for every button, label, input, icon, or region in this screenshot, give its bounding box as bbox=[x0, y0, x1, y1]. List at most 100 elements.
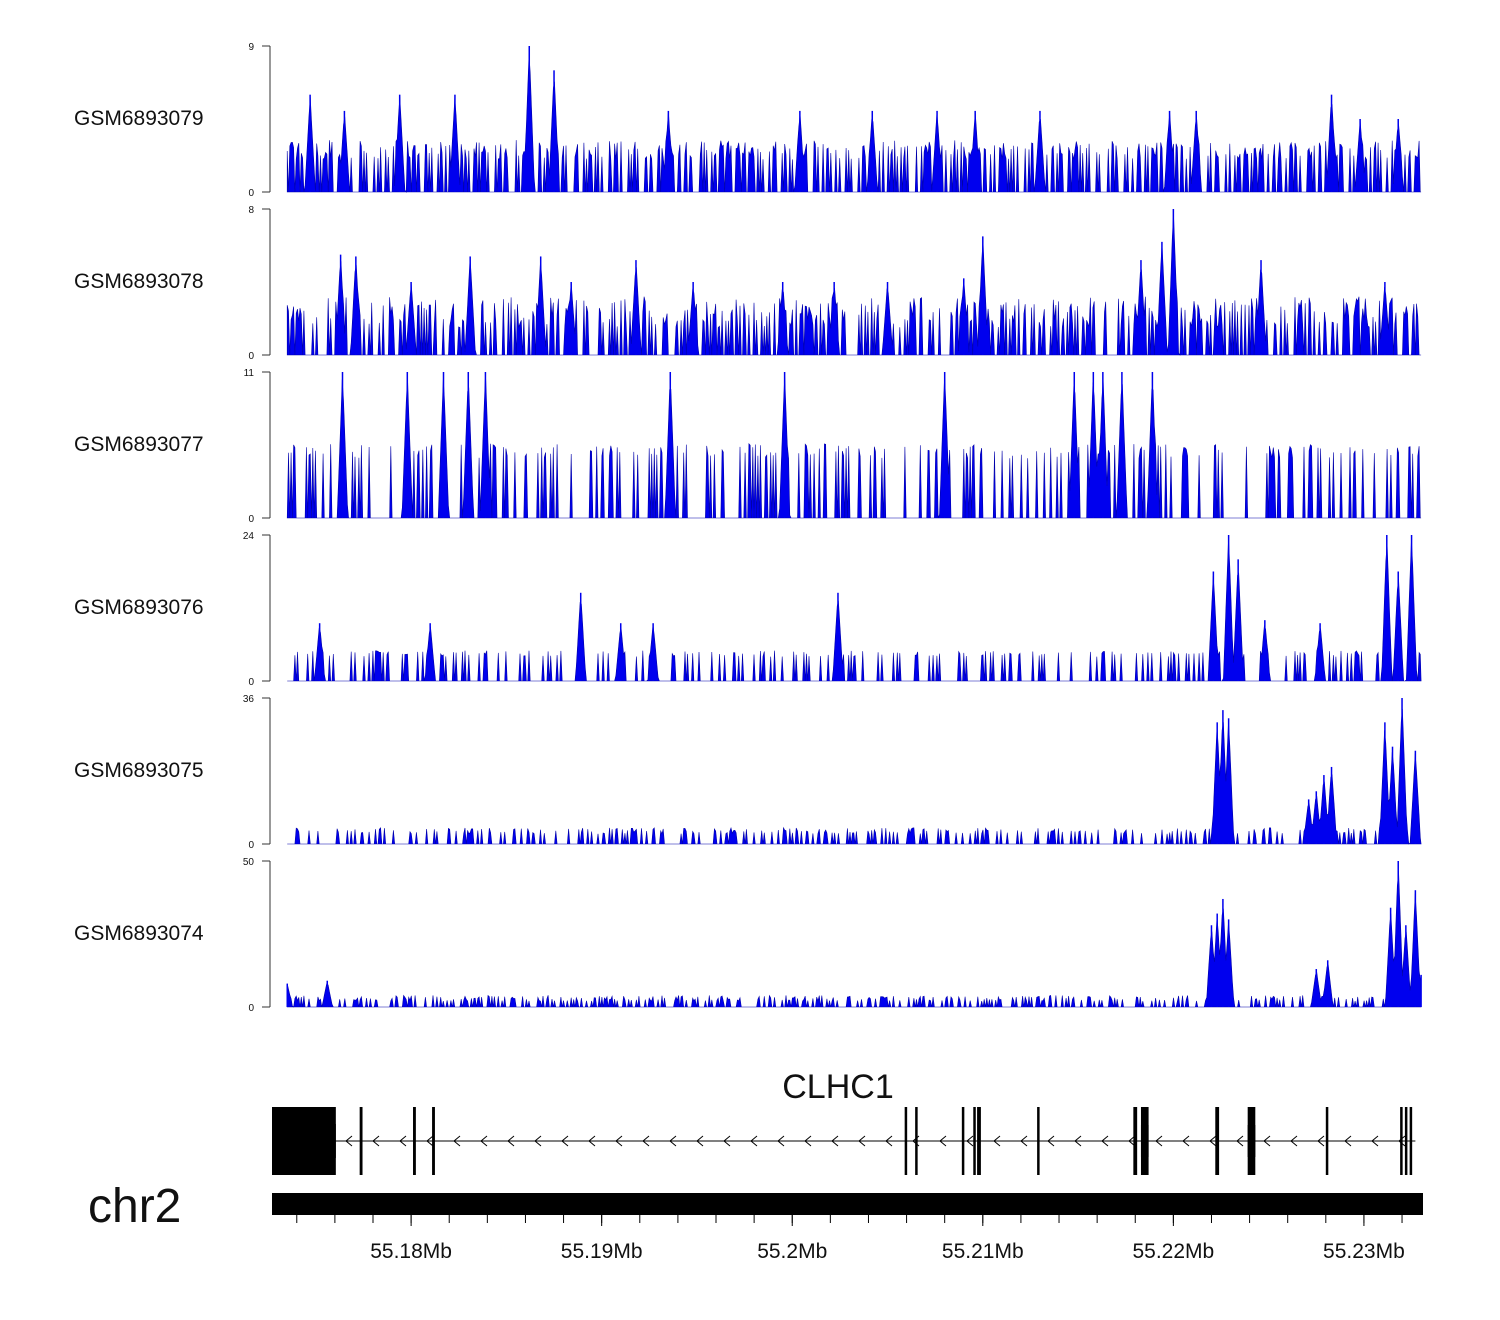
x-tick-label: 55.18Mb bbox=[370, 1240, 452, 1263]
x-tick-label: 55.22Mb bbox=[1132, 1240, 1214, 1263]
y-tick-label-zero: 0 bbox=[248, 188, 254, 199]
strand-arrow bbox=[723, 1135, 731, 1147]
track-GSM6893076: GSM6893076 24 0 bbox=[74, 531, 1422, 688]
strand-arrow bbox=[1155, 1135, 1163, 1147]
exon-block bbox=[1247, 1125, 1256, 1157]
exon bbox=[1037, 1107, 1040, 1175]
y-tick-label-zero: 0 bbox=[248, 351, 254, 362]
strand-arrow bbox=[1263, 1135, 1271, 1147]
coverage-area bbox=[286, 54, 1422, 193]
exon bbox=[1400, 1107, 1403, 1175]
gene-name: CLHC1 bbox=[782, 1068, 893, 1106]
strand-arrow bbox=[1344, 1135, 1352, 1147]
strand-arrow bbox=[1290, 1135, 1298, 1147]
strand-arrow bbox=[1371, 1135, 1379, 1147]
exon-block bbox=[272, 1124, 336, 1158]
track-label: GSM6893078 bbox=[74, 270, 204, 293]
strand-arrow bbox=[1317, 1135, 1325, 1147]
y-tick-label-max: 9 bbox=[248, 42, 254, 53]
y-tick-label-zero: 0 bbox=[248, 840, 254, 851]
coverage-tracks: GSM689307990GSM689307880GSM6893077110GSM… bbox=[74, 42, 1422, 1014]
y-tick-label-max: 24 bbox=[243, 531, 255, 542]
exon bbox=[1325, 1107, 1329, 1175]
strand-arrow bbox=[777, 1135, 785, 1147]
y-tick-label-zero: 0 bbox=[248, 514, 254, 525]
strand-arrow bbox=[561, 1135, 569, 1147]
exon-block bbox=[1140, 1125, 1149, 1157]
strand-arrow bbox=[1182, 1135, 1190, 1147]
y-tick-label-zero: 0 bbox=[248, 677, 254, 688]
exon bbox=[1409, 1107, 1413, 1175]
coverage-area bbox=[286, 213, 1422, 356]
exon bbox=[904, 1107, 908, 1175]
strand-arrow bbox=[372, 1135, 380, 1147]
coverage-area bbox=[287, 708, 1422, 845]
exon bbox=[961, 1107, 965, 1175]
track-GSM6893079: GSM6893079 9 0 bbox=[74, 42, 1422, 199]
strand-arrow bbox=[642, 1135, 650, 1147]
strand-arrow bbox=[966, 1135, 974, 1147]
exon bbox=[977, 1107, 981, 1175]
strand-arrow bbox=[615, 1135, 623, 1147]
x-tick-label: 55.2Mb bbox=[757, 1240, 827, 1263]
y-tick-label-max: 11 bbox=[244, 368, 255, 379]
strand-arrow bbox=[507, 1135, 515, 1147]
exon bbox=[973, 1107, 976, 1175]
strand-arrow bbox=[696, 1135, 704, 1147]
x-tick-label: 55.23Mb bbox=[1323, 1240, 1405, 1263]
strand-arrow bbox=[1074, 1135, 1082, 1147]
genome-axis: chr2 55.18Mb 55.19Mb 55.2Mb 55.21Mb 55.22Mb 55… bbox=[88, 1180, 1423, 1263]
strand-arrow bbox=[750, 1135, 758, 1147]
track-label: GSM6893076 bbox=[74, 596, 204, 619]
strand-arrow bbox=[480, 1135, 488, 1147]
track-label: GSM6893077 bbox=[74, 433, 204, 456]
coverage-area bbox=[287, 538, 1422, 682]
strand-arrow bbox=[993, 1135, 1001, 1147]
track-label: GSM6893079 bbox=[74, 107, 204, 130]
chromosome-label: chr2 bbox=[88, 1180, 181, 1233]
exon bbox=[432, 1107, 435, 1175]
strand-arrow bbox=[1209, 1135, 1217, 1147]
track-label: GSM6893074 bbox=[74, 922, 204, 945]
exon bbox=[359, 1107, 363, 1175]
strand-arrow bbox=[534, 1135, 542, 1147]
exon bbox=[413, 1107, 416, 1175]
track-GSM6893074: GSM6893074 50 0 bbox=[74, 857, 1422, 1014]
strand-arrow bbox=[426, 1135, 434, 1147]
y-tick-label-max: 50 bbox=[243, 857, 255, 868]
strand-arrow bbox=[345, 1135, 353, 1147]
track-GSM6893078: GSM6893078 8 0 bbox=[74, 205, 1422, 362]
coverage-area bbox=[286, 871, 1422, 1008]
y-tick-label-zero: 0 bbox=[248, 1003, 254, 1014]
x-tick-label: 55.19Mb bbox=[561, 1240, 643, 1263]
x-tick-label: 55.21Mb bbox=[942, 1240, 1024, 1263]
track-GSM6893077: GSM6893077 11 0 bbox=[74, 368, 1422, 525]
exon bbox=[1133, 1107, 1138, 1175]
exon bbox=[915, 1107, 918, 1175]
strand-arrow bbox=[939, 1135, 947, 1147]
strand-arrow bbox=[588, 1135, 596, 1147]
strand-arrow bbox=[1236, 1135, 1244, 1147]
gene-track: CLHC1 bbox=[272, 1068, 1416, 1175]
strand-arrow bbox=[831, 1135, 839, 1147]
strand-arrow bbox=[885, 1135, 893, 1147]
y-tick-label-max: 8 bbox=[248, 205, 254, 216]
track-GSM6893075: GSM6893075 36 0 bbox=[74, 694, 1422, 851]
track-label: GSM6893075 bbox=[74, 759, 204, 782]
y-tick-label-max: 36 bbox=[243, 694, 255, 705]
strand-arrow bbox=[1398, 1135, 1406, 1147]
strand-arrow bbox=[1020, 1135, 1028, 1147]
chromosome-bar bbox=[272, 1193, 1423, 1215]
strand-arrow bbox=[1128, 1135, 1136, 1147]
strand-arrow bbox=[1047, 1135, 1055, 1147]
strand-arrow bbox=[858, 1135, 866, 1147]
strand-arrow bbox=[1101, 1135, 1109, 1147]
exon bbox=[1404, 1107, 1408, 1175]
strand-arrow bbox=[804, 1135, 812, 1147]
strand-arrow bbox=[399, 1135, 407, 1147]
strand-arrow bbox=[453, 1135, 461, 1147]
strand-arrow bbox=[669, 1135, 677, 1147]
coverage-area bbox=[286, 373, 1422, 519]
exon bbox=[1215, 1107, 1220, 1175]
